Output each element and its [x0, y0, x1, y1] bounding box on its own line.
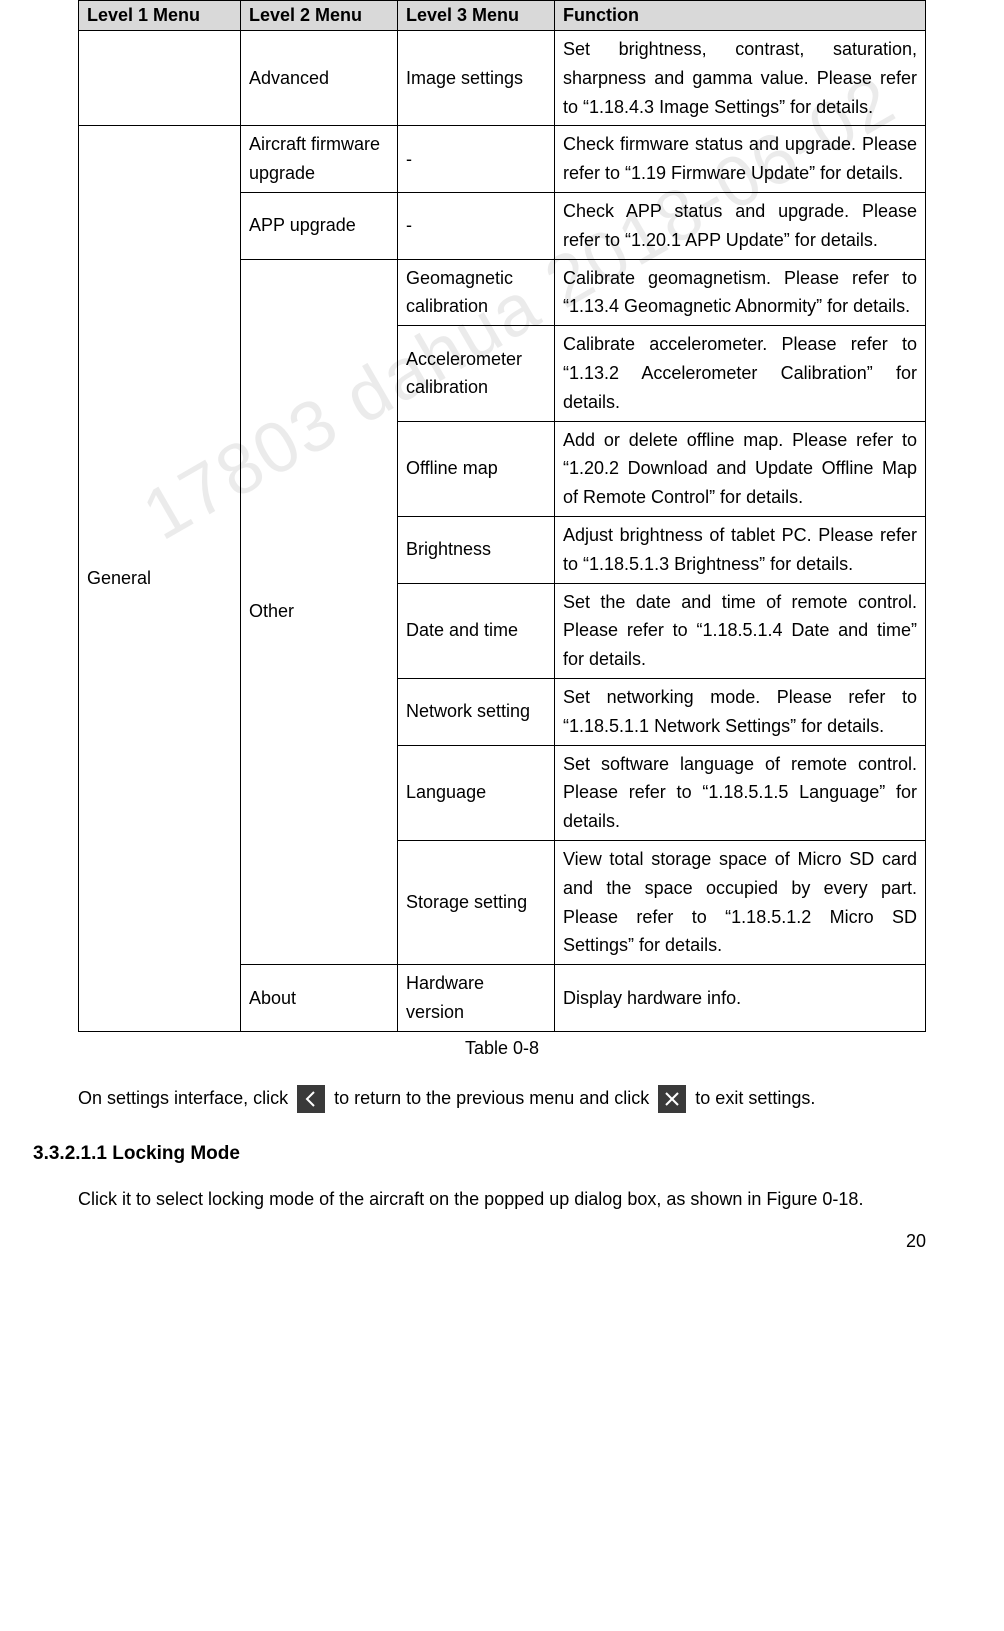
cell-l3: Network setting — [398, 678, 555, 745]
header-level2: Level 2 Menu — [241, 1, 398, 31]
cell-func: Calibrate geomagnetism. Please refer to … — [555, 259, 926, 326]
cell-l3: - — [398, 192, 555, 259]
paragraph-text: On settings interface, click — [78, 1088, 293, 1108]
cell-func: Set software language of remote control.… — [555, 745, 926, 840]
cell-func: Set the date and time of remote control.… — [555, 583, 926, 678]
header-function: Function — [555, 1, 926, 31]
header-level1: Level 1 Menu — [79, 1, 241, 31]
section-heading: 3.3.2.1.1 Locking Mode — [33, 1143, 926, 1165]
page-number: 20 — [906, 1231, 926, 1252]
cell-l2: Aircraft firmware upgrade — [241, 126, 398, 193]
cell-l3: Image settings — [398, 31, 555, 126]
table-row: General Aircraft firmware upgrade - Chec… — [79, 126, 926, 193]
cell-func: View total storage space of Micro SD car… — [555, 840, 926, 964]
cell-l2: Advanced — [241, 31, 398, 126]
body-text: Click it to select locking mode of the a… — [78, 1183, 926, 1215]
cell-l3: Language — [398, 745, 555, 840]
cell-l1 — [79, 31, 241, 126]
cell-func: Check APP status and upgrade. Please ref… — [555, 192, 926, 259]
cell-l3: Brightness — [398, 516, 555, 583]
close-icon — [658, 1085, 686, 1113]
table-row: Advanced Image settings Set brightness, … — [79, 31, 926, 126]
cell-func: Calibrate accelerometer. Please refer to… — [555, 326, 926, 421]
menu-table: Level 1 Menu Level 2 Menu Level 3 Menu F… — [78, 0, 926, 1032]
cell-l3: - — [398, 126, 555, 193]
back-icon — [297, 1085, 325, 1113]
cell-l2: About — [241, 965, 398, 1032]
cell-func: Display hardware info. — [555, 965, 926, 1032]
cell-l1: General — [79, 126, 241, 1031]
cell-func: Check firmware status and upgrade. Pleas… — [555, 126, 926, 193]
cell-func: Add or delete offline map. Please refer … — [555, 421, 926, 516]
table-header-row: Level 1 Menu Level 2 Menu Level 3 Menu F… — [79, 1, 926, 31]
cell-l3: Offline map — [398, 421, 555, 516]
paragraph-text: to exit settings. — [695, 1088, 815, 1108]
paragraph-text: to return to the previous menu and click — [334, 1088, 654, 1108]
cell-l3: Hardware version — [398, 965, 555, 1032]
instruction-paragraph: On settings interface, click to return t… — [78, 1083, 926, 1114]
cell-l3: Geomagnetic calibration — [398, 259, 555, 326]
cell-l3: Date and time — [398, 583, 555, 678]
cell-func: Set networking mode. Please refer to “1.… — [555, 678, 926, 745]
cell-func: Adjust brightness of tablet PC. Please r… — [555, 516, 926, 583]
cell-l2: APP upgrade — [241, 192, 398, 259]
cell-l3: Storage setting — [398, 840, 555, 964]
header-level3: Level 3 Menu — [398, 1, 555, 31]
cell-func: Set brightness, contrast, saturation, sh… — [555, 31, 926, 126]
cell-l3: Accelerometer calibration — [398, 326, 555, 421]
cell-l2: Other — [241, 259, 398, 965]
table-caption: Table 0-8 — [78, 1038, 926, 1059]
